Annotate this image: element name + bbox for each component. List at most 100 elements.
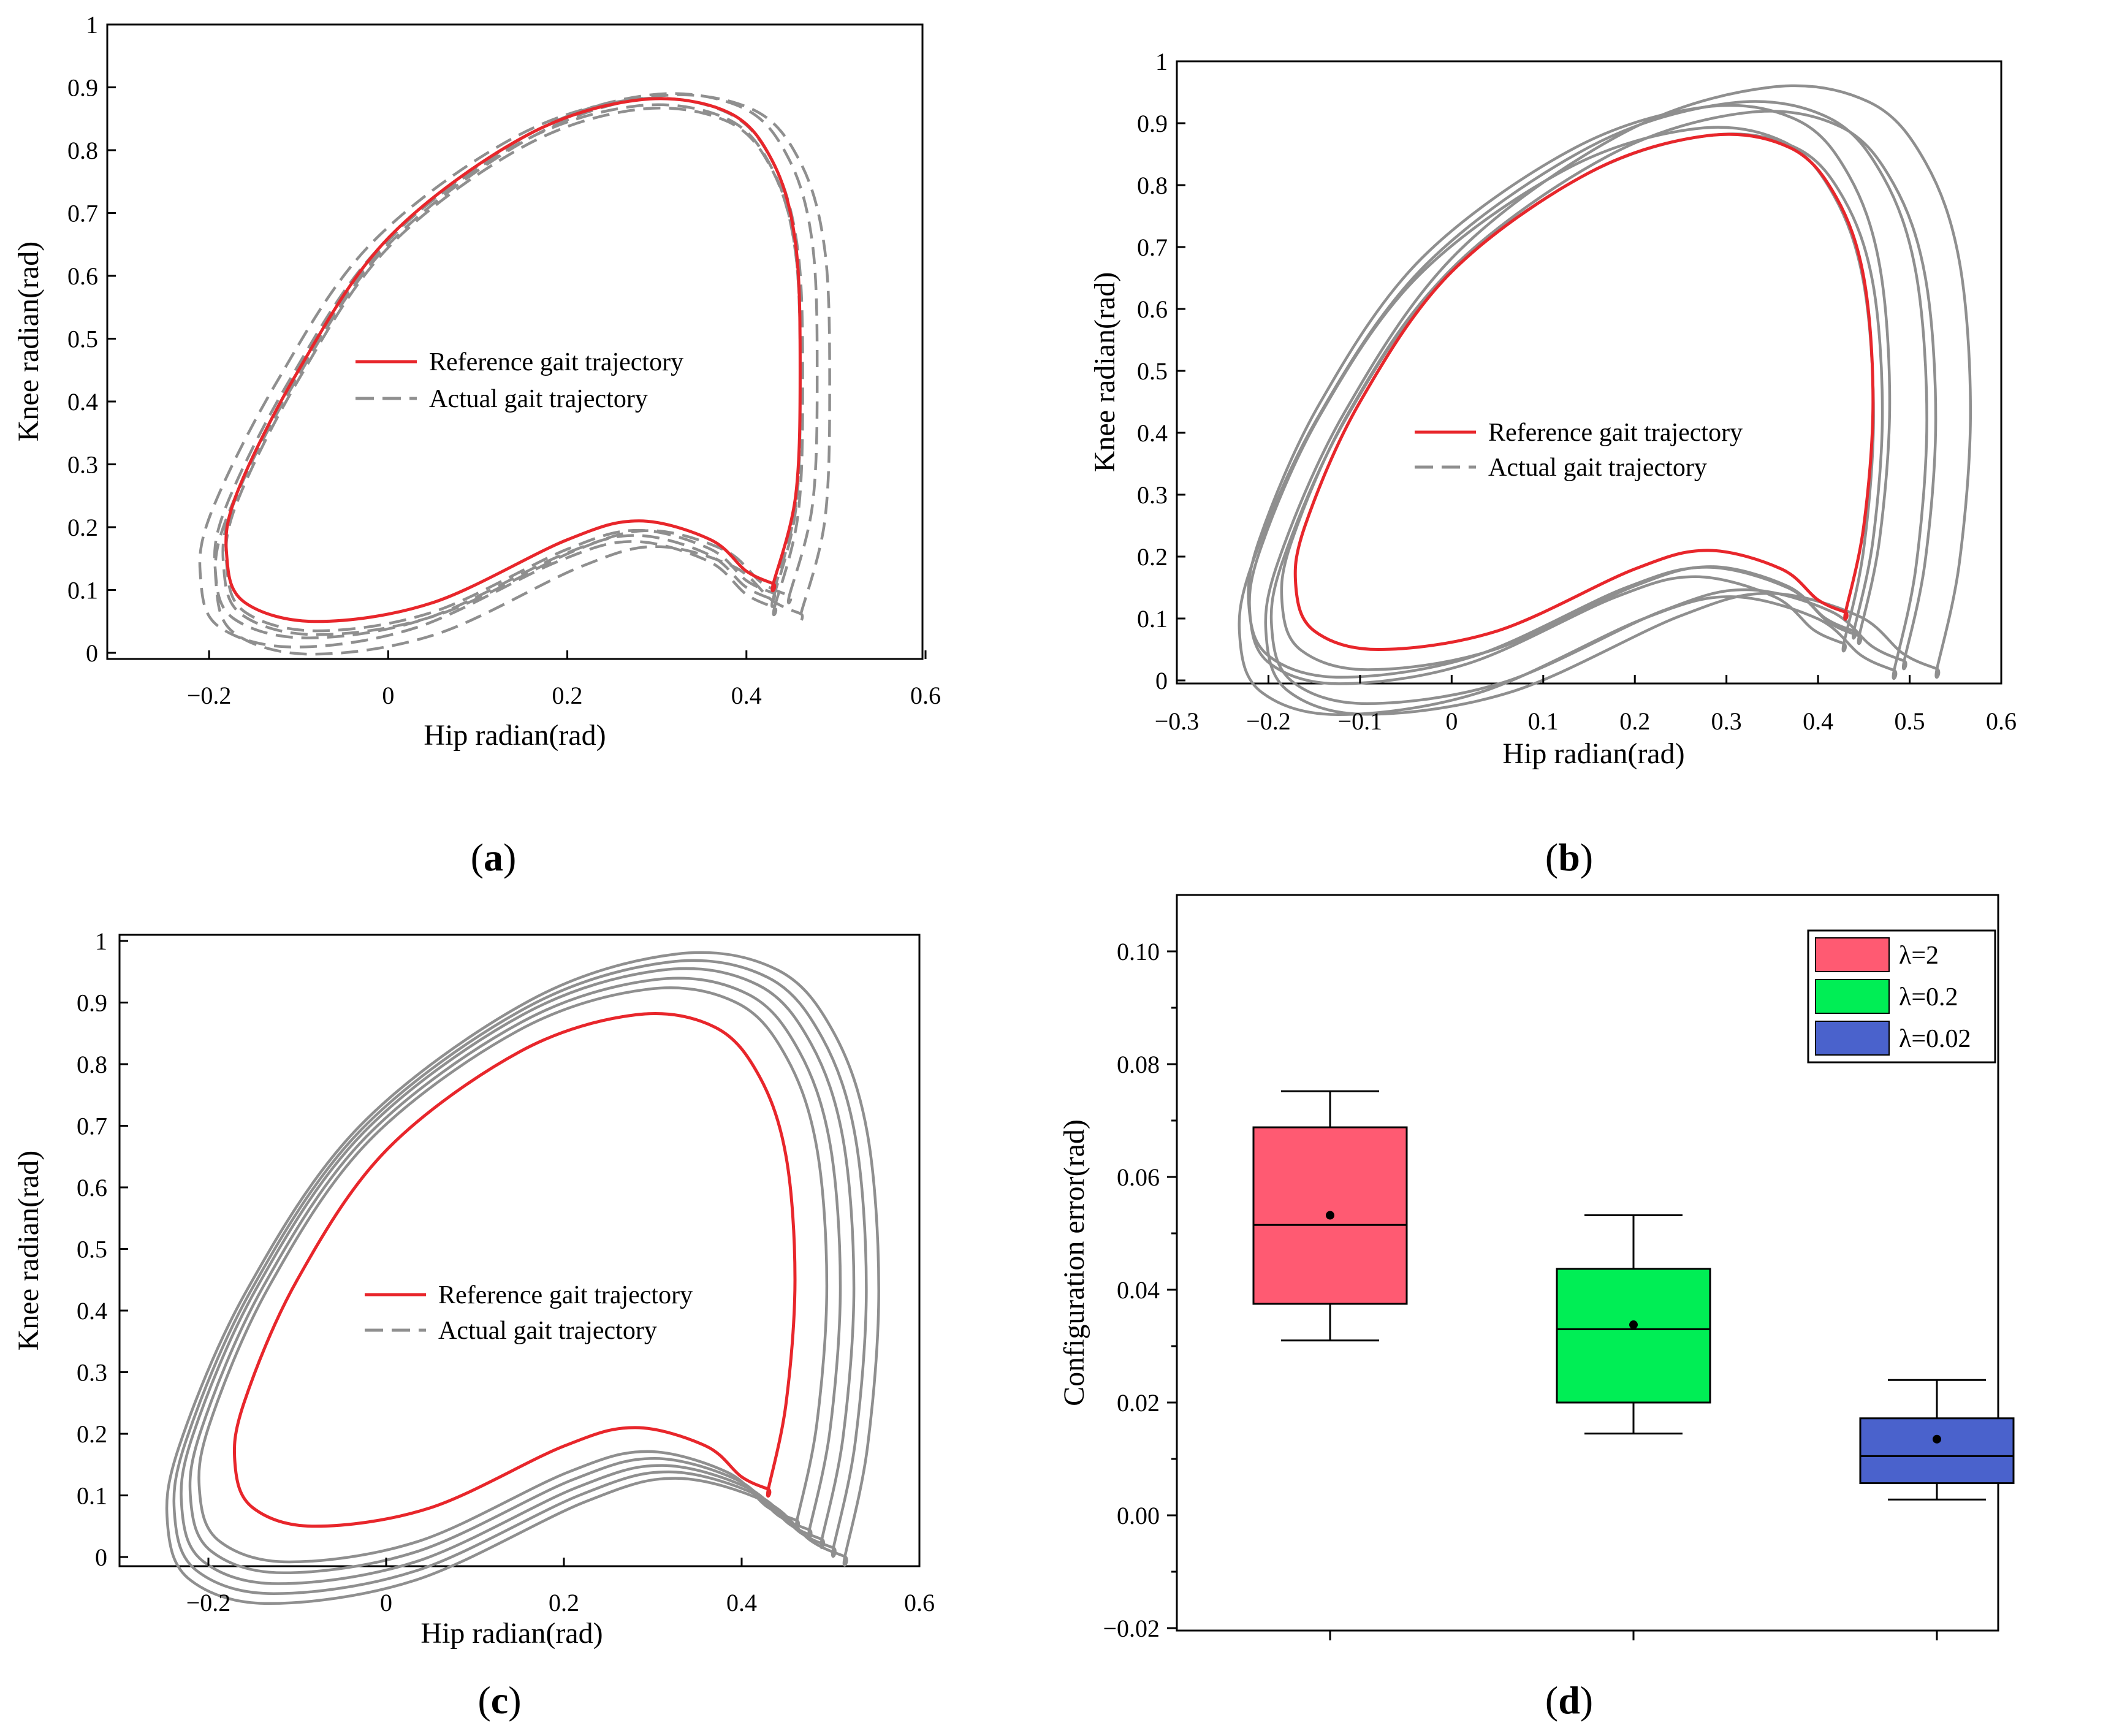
y-tick-label: 0.5: [67, 326, 98, 353]
x-tick-label: 0.2: [552, 682, 583, 709]
y-tick-label: 0.9: [77, 989, 107, 1017]
y-tick-label: 0.02: [1117, 1389, 1160, 1417]
y-tick-label: 0.6: [1137, 295, 1168, 323]
y-tick-label: 0.10: [1117, 938, 1160, 965]
actual-trajectory-loop: [180, 967, 856, 1585]
legend-label-lambda-0-2: λ=0.2: [1899, 983, 1958, 1011]
y-tick-label: 0.7: [1137, 234, 1168, 261]
x-tick-label: 0.4: [731, 682, 762, 709]
legend-ref-label: Reference gait trajectory: [429, 348, 683, 376]
y-tick-label: 0.5: [1137, 357, 1168, 385]
y-tick-label: 0.3: [77, 1359, 107, 1387]
panel-d: −0.02 0.00 0.02 0.04 0.06 0.08 0.10 Configurat…: [1058, 894, 2015, 1722]
y-tick-labels: 0 0.1 0.2 0.3 0.4 0.5 0.6 0.7 0.8 0.9 1: [77, 927, 128, 1571]
actual-trajectory-loop: [1269, 110, 1938, 706]
x-tick-labels: −0.2 0 0.2 0.4 0.6: [186, 1558, 935, 1616]
box-plots: [1252, 1090, 2015, 1501]
y-tick-label: 0.4: [1137, 419, 1168, 447]
actual-trajectory-loop: [188, 976, 842, 1575]
plot-frame: [106, 23, 924, 660]
y-tick-label: 0.7: [77, 1113, 107, 1140]
actual-trajectory-loop: [197, 986, 829, 1564]
y-tick-label: 0.6: [67, 262, 98, 290]
x-tick-label: −0.2: [187, 682, 232, 709]
y-tick-labels: 0 0.1 0.2 0.3 0.4 0.5 0.6 0.7 0.8 0.9 1: [67, 11, 116, 667]
box-3: [1859, 1379, 2015, 1501]
plot-frame: [1176, 60, 2002, 685]
y-tick-label: 0.2: [77, 1420, 107, 1448]
y-tick-label: 0.3: [67, 451, 98, 479]
y-tick-label: 0.9: [67, 74, 98, 102]
legend-ref-label: Reference gait trajectory: [1488, 419, 1743, 447]
x-tick-labels: −0.2 0 0.2 0.4 0.6: [187, 650, 941, 709]
x-tick-label: 0: [382, 682, 394, 709]
x-tick-label: 0.6: [904, 1589, 935, 1616]
y-tick-label: 1: [1155, 48, 1168, 75]
y-tick-label: 0.3: [1137, 481, 1168, 509]
x-tick-label: 0: [1445, 707, 1458, 735]
y-axis-label: Knee radian(rad): [12, 1151, 45, 1350]
y-tick-labels: 0 0.1 0.2 0.3 0.4 0.5 0.6 0.7 0.8 0.9 1: [1137, 48, 1185, 695]
legend: Reference gait trajectory Actual gait tr…: [365, 1281, 693, 1345]
box-iqr: [1859, 1417, 2015, 1485]
y-tick-label: 0.4: [77, 1297, 107, 1325]
legend-actual-label: Actual gait trajectory: [438, 1317, 657, 1345]
x-tick-label: −0.2: [1246, 707, 1291, 735]
y-tick-label: 0.06: [1117, 1163, 1160, 1191]
actual-trajectory-loop: [1248, 126, 1875, 685]
actual-trajectories: [165, 951, 880, 1605]
y-tick-label: 0.5: [77, 1236, 107, 1263]
plot-frame: [118, 934, 921, 1567]
x-tick-label: 0.6: [1986, 707, 2017, 735]
y-tick-label: 0.8: [67, 137, 98, 164]
box-iqr: [1556, 1268, 1711, 1404]
y-axis-label: Configuration error(rad): [1058, 1119, 1090, 1406]
reference-trajectory: [1293, 132, 1875, 652]
y-tick-label: 0: [86, 639, 98, 667]
x-tick-label: −0.3: [1155, 707, 1200, 735]
y-tick-label: 0.00: [1117, 1502, 1160, 1529]
panel-label: (c): [477, 1678, 521, 1722]
x-tick-labels: −0.3 −0.2 −0.1 0 0.1 0.2 0.3 0.4 0.5 0.6: [1155, 675, 2017, 735]
y-tick-label: 0.8: [1137, 172, 1168, 199]
mean-marker: [1629, 1320, 1638, 1330]
actual-trajectories: [1238, 84, 1972, 716]
legend: Reference gait trajectory Actual gait tr…: [1415, 419, 1743, 482]
legend-swatch-lambda-0-02: [1815, 1021, 1890, 1056]
box-1: [1252, 1090, 1408, 1342]
x-tick-label: 0.5: [1895, 707, 1925, 735]
x-axis-label: Hip radian(rad): [424, 719, 606, 752]
y-tick-label: 0.7: [67, 200, 98, 227]
y-tick-label: 0.2: [67, 514, 98, 541]
y-tick-label: 1: [95, 927, 107, 955]
x-tick-label: 0.1: [1528, 707, 1559, 735]
x-tick-label: −0.2: [186, 1589, 231, 1616]
legend-swatch-lambda-2: [1815, 937, 1890, 972]
plot-frame: [1176, 894, 1999, 1632]
panel-a: −0.2 0 0.2 0.4 0.6 0 0.1 0.2 0.3 0.4 0.5 0.6 0.7 0.8…: [12, 11, 941, 879]
box-2: [1556, 1214, 1711, 1435]
y-tick-label: 0.08: [1117, 1051, 1160, 1078]
panel-label: (d): [1545, 1678, 1593, 1722]
panel-c: −0.2 0 0.2 0.4 0.6 0 0.1 0.2 0.3 0.4 0.5 0.6 0.7 0.8…: [12, 927, 935, 1722]
x-ticks: [1329, 1631, 1938, 1640]
mean-marker: [1933, 1434, 1941, 1444]
x-tick-label: 0.3: [1711, 707, 1742, 735]
y-tick-label: −0.02: [1103, 1615, 1160, 1642]
y-tick-label: 0.2: [1137, 543, 1168, 571]
y-tick-label: 0: [1155, 667, 1168, 695]
actual-trajectory-loop: [172, 959, 868, 1595]
x-tick-label: 0.4: [1803, 707, 1833, 735]
x-tick-label: 0.4: [726, 1589, 757, 1616]
panel-b: −0.3 −0.2 −0.1 0 0.1 0.2 0.3 0.4 0.5 0.6 00.10.20…: [1089, 48, 2017, 879]
panel-label: (b): [1545, 836, 1593, 879]
y-axis-label: Knee radian(rad): [12, 242, 45, 441]
actual-trajectory-loop: [214, 93, 831, 656]
actual-trajectory-loop: [1247, 104, 1892, 679]
reference-trajectory: [232, 1012, 797, 1528]
y-tick-label: 0.8: [77, 1051, 107, 1078]
box-iqr: [1252, 1126, 1408, 1305]
y-tick-label: 0.1: [1137, 605, 1168, 633]
actual-trajectory-loop: [1264, 84, 1972, 716]
